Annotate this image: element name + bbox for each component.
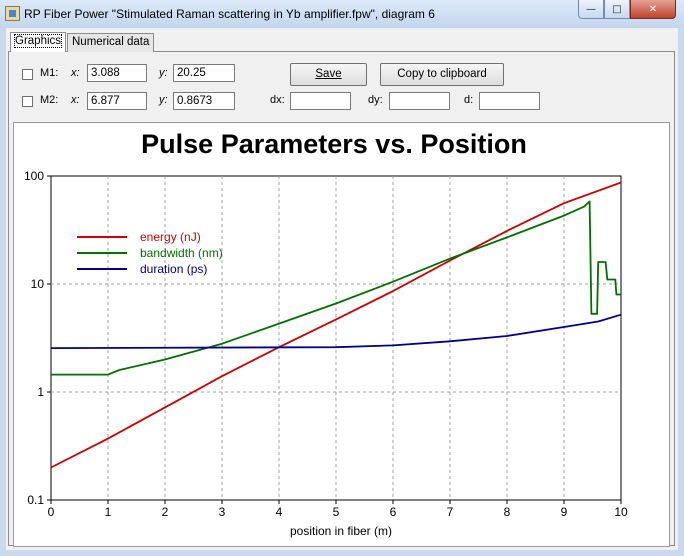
legend-label-1: bandwidth (nm) — [140, 246, 223, 260]
series-line-1 — [51, 200, 621, 376]
x-tick-label: 0 — [48, 505, 55, 519]
m2-checkbox[interactable] — [22, 96, 33, 107]
tab-numerical-label: Numerical data — [72, 36, 150, 48]
dx-label: dx: — [270, 94, 285, 106]
dy-field[interactable] — [389, 92, 450, 110]
m2-y-label: y: — [159, 94, 168, 106]
d-label: d: — [464, 94, 474, 106]
y-tick-label: 10 — [31, 277, 45, 291]
m2-x-field[interactable]: 6.877 — [87, 92, 147, 110]
app-icon — [5, 6, 20, 21]
m1-x-label: x: — [71, 67, 80, 79]
minimize-button[interactable]: — — [578, 0, 604, 19]
save-button-label: Save — [315, 68, 342, 80]
series-line-2 — [50, 313, 622, 349]
dy-label: dy: — [368, 94, 383, 106]
tab-panel: M1: x: 3.088 y: 20.25 Save Copy to clipb… — [8, 51, 675, 547]
m2-label: M2: — [40, 94, 59, 106]
dx-field[interactable] — [290, 92, 351, 110]
x-tick-label: 3 — [219, 505, 226, 519]
y-tick-label: 0.1 — [27, 493, 44, 507]
x-tick-label: 10 — [614, 505, 628, 519]
m1-checkbox[interactable] — [22, 69, 33, 80]
copy-button-label: Copy to clipboard — [397, 68, 487, 80]
chart: Pulse Parameters vs. Position 0 1 2 3 4 5 6 7 8 9 1… — [24, 129, 628, 538]
x-tick-label: 5 — [333, 505, 340, 519]
legend-label-2: duration (ps) — [140, 262, 207, 276]
tab-numerical-data[interactable]: Numerical data — [67, 33, 155, 52]
series-line-0 — [50, 181, 622, 469]
tab-graphics[interactable]: Graphics — [10, 32, 67, 52]
client-area: M1: x: 3.088 y: 20.25 Save Copy to clipb… — [6, 28, 678, 550]
x-tick-label: 1 — [105, 505, 112, 519]
x-tick-label: 7 — [447, 505, 454, 519]
chart-title: Pulse Parameters vs. Position — [141, 129, 527, 159]
m1-x-field[interactable]: 3.088 — [87, 64, 147, 82]
x-tick-label: 2 — [162, 505, 169, 519]
tab-graphics-label: Graphics — [13, 34, 63, 48]
close-button[interactable]: ✕ — [630, 0, 676, 19]
m2-x-label: x: — [71, 94, 80, 106]
legend-label-0: energy (nJ) — [140, 230, 201, 244]
title-bar: RP Fiber Power "Stimulated Raman scatter… — [0, 0, 684, 28]
m1-y-field[interactable]: 20.25 — [173, 64, 235, 82]
maximize-button[interactable]: □ — [604, 0, 630, 19]
d-field[interactable] — [479, 92, 540, 110]
save-button[interactable]: Save — [290, 63, 367, 86]
graph-frame: Pulse Parameters vs. Position 0 1 2 3 4 5 6 7 8 9 1… — [13, 122, 670, 547]
m2-y-field[interactable]: 0.8673 — [173, 92, 235, 110]
x-tick-label: 8 — [504, 505, 511, 519]
window-title: RP Fiber Power "Stimulated Raman scatter… — [24, 7, 435, 21]
copy-to-clipboard-button[interactable]: Copy to clipboard — [380, 63, 504, 86]
m1-label: M1: — [40, 67, 59, 79]
x-tick-label: 6 — [390, 505, 397, 519]
x-tick-label: 4 — [276, 505, 283, 519]
x-tick-label: 9 — [561, 505, 568, 519]
x-axis-label: position in fiber (m) — [290, 524, 392, 538]
m1-y-label: y: — [159, 67, 168, 79]
y-tick-label: 100 — [24, 169, 44, 183]
y-tick-label: 1 — [37, 385, 44, 399]
